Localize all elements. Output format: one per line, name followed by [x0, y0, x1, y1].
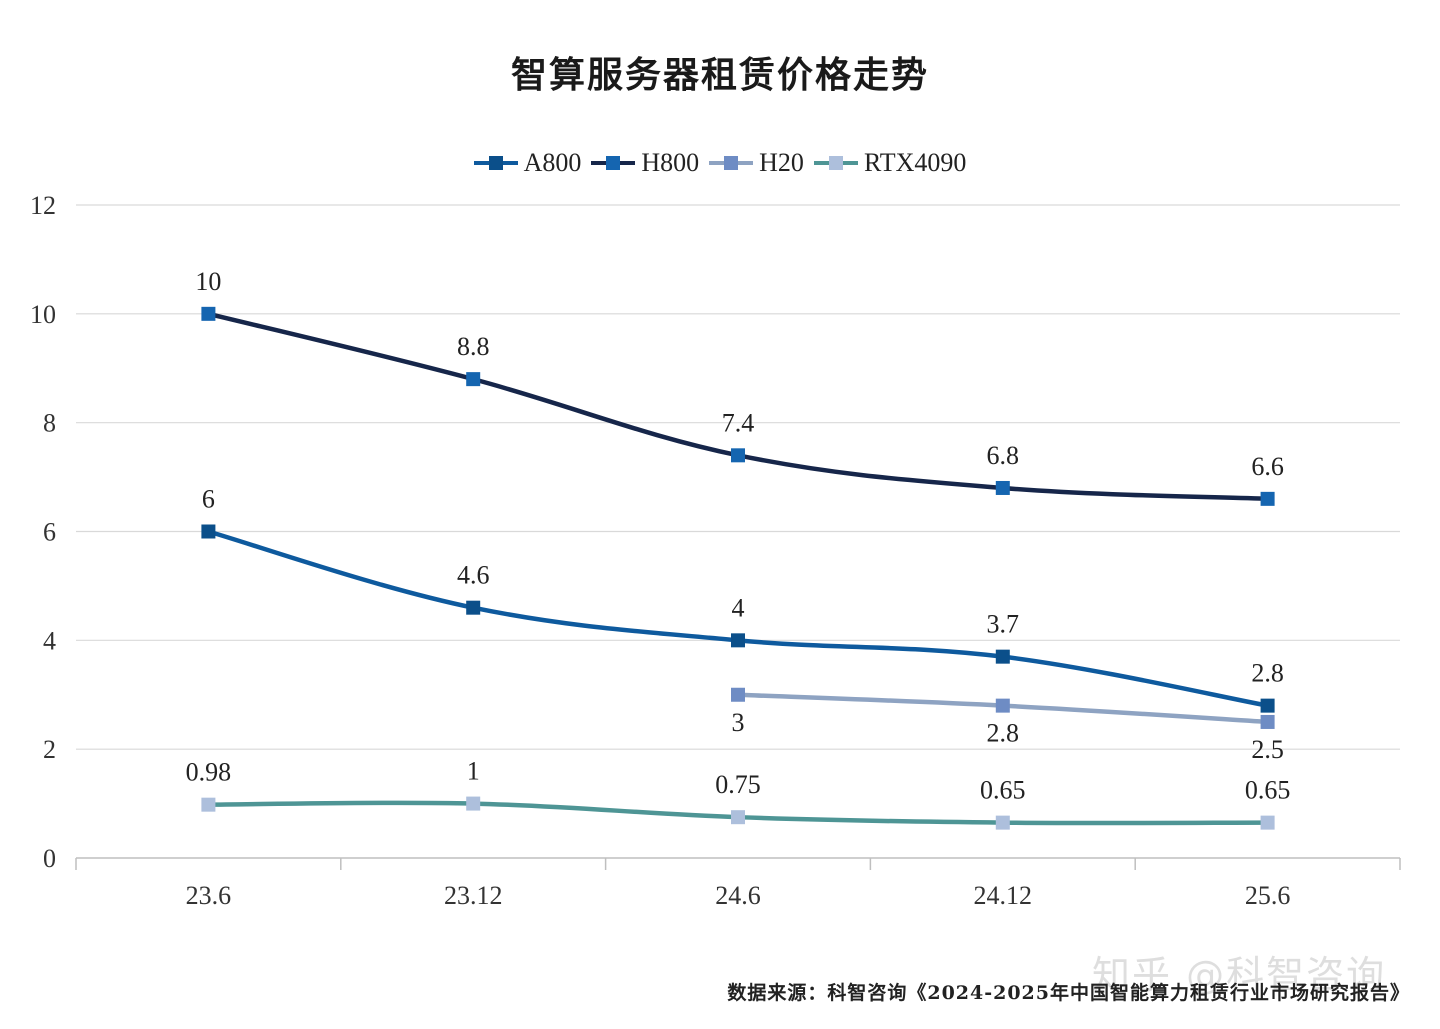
data-label-h800-23.12: 8.8 [457, 332, 490, 361]
legend-item-rtx4090[interactable]: RTX4090 [813, 148, 967, 178]
x-tick-label-23.12: 23.12 [444, 881, 503, 910]
data-label-a800-24.12: 3.7 [987, 610, 1020, 639]
data-label-h800-25.6: 6.6 [1251, 452, 1284, 481]
axis-layer: 0 2 4 6 8 10 12 23.6 23.12 24.6 24.12 25.6 [30, 191, 1401, 910]
data-point-rtx4090-25.6 [1260, 815, 1275, 830]
data-label-rtx4090-23.12: 1 [467, 757, 480, 786]
label-layer: 3 2.8 2.5 0.98 1 0.75 0.65 0.65 10 8.8 7.4 6.8 6.6 6 4… [186, 267, 1291, 805]
data-label-rtx4090-24.6: 0.75 [715, 770, 761, 799]
watermark-text: 知乎 @科智咨询 [1092, 953, 1387, 997]
data-label-h20-24.12: 2.8 [987, 719, 1020, 748]
legend-label-rtx4090: RTX4090 [863, 148, 967, 177]
data-label-h800-24.12: 6.8 [987, 441, 1020, 470]
legend-label-h800: H800 [641, 148, 700, 177]
y-tick-label-2: 2 [43, 735, 56, 764]
legend-item-h800[interactable]: H800 [591, 148, 699, 178]
y-tick-label-6: 6 [43, 518, 56, 547]
data-label-a800-23.6: 6 [202, 485, 215, 514]
grid-layer [76, 204, 1400, 750]
legend-item-a800[interactable]: A800 [473, 148, 582, 178]
data-label-h800-24.6: 7.4 [722, 408, 755, 437]
series-layer [201, 306, 1275, 830]
legend-swatch-rtx4090 [813, 153, 858, 173]
data-label-h20-24.6: 3 [732, 708, 745, 737]
y-tick-label-10: 10 [30, 300, 56, 329]
x-tick-label-23.6: 23.6 [186, 881, 232, 910]
data-label-a800-25.6: 2.8 [1251, 659, 1284, 688]
data-point-a800-23.12 [466, 600, 481, 615]
data-label-a800-23.12: 4.6 [457, 561, 490, 590]
data-point-a800-24.6 [731, 633, 745, 648]
data-point-h20-25.6 [1260, 714, 1275, 729]
x-tick-label-24.12: 24.12 [974, 881, 1033, 910]
data-point-h800-25.6 [1260, 491, 1275, 506]
data-label-rtx4090-25.6: 0.65 [1245, 776, 1291, 805]
y-tick-label-8: 8 [43, 409, 56, 438]
y-tick-label-4: 4 [43, 626, 56, 655]
legend-marker-a800 [488, 156, 503, 170]
data-point-h20-24.12 [995, 698, 1010, 713]
legend-swatch-a800 [473, 153, 518, 173]
series-line-h800 [206, 311, 1270, 502]
y-tick-label-12: 12 [30, 191, 56, 220]
legend-swatch-h20 [709, 153, 754, 173]
chart-legend: A800 H800 H20 RTX4090 [0, 148, 1440, 178]
legend-item-h20[interactable]: H20 [709, 148, 804, 178]
x-tick-label-24.6: 24.6 [715, 881, 761, 910]
data-point-a800-23.6 [201, 524, 216, 539]
data-point-rtx4090-23.6 [201, 797, 216, 812]
data-label-h800-23.6: 10 [195, 267, 221, 296]
data-label-rtx4090-24.12: 0.65 [980, 776, 1026, 805]
data-point-rtx4090-24.12 [995, 815, 1010, 830]
data-point-h800-24.12 [995, 480, 1010, 495]
legend-marker-rtx4090 [828, 156, 843, 170]
data-label-rtx4090-23.6: 0.98 [186, 758, 232, 787]
data-point-a800-24.12 [995, 649, 1010, 664]
data-label-h20-25.6: 2.5 [1251, 735, 1284, 764]
data-point-rtx4090-24.6 [731, 810, 745, 825]
x-tick-label-25.6: 25.6 [1245, 881, 1291, 910]
data-point-h800-23.12 [466, 372, 481, 387]
legend-swatch-h800 [591, 153, 636, 173]
data-point-a800-25.6 [1260, 698, 1275, 713]
source-note: 数据来源：科智咨询《2024-2025年中国智能算力租赁行业市场研究报告》 [727, 982, 1410, 1004]
data-label-a800-24.6: 4 [732, 593, 745, 622]
data-point-h800-23.6 [201, 306, 216, 321]
data-point-rtx4090-23.12 [466, 796, 481, 811]
legend-marker-h20 [724, 156, 739, 170]
legend-label-h20: H20 [759, 148, 804, 177]
legend-marker-h800 [606, 156, 621, 170]
data-point-h20-24.6 [731, 687, 745, 702]
y-tick-label-0: 0 [43, 844, 56, 873]
legend-label-a800: A800 [523, 148, 582, 177]
chart-title: 智算服务器租赁价格走势 [510, 54, 929, 96]
data-point-h800-24.6 [731, 448, 745, 463]
